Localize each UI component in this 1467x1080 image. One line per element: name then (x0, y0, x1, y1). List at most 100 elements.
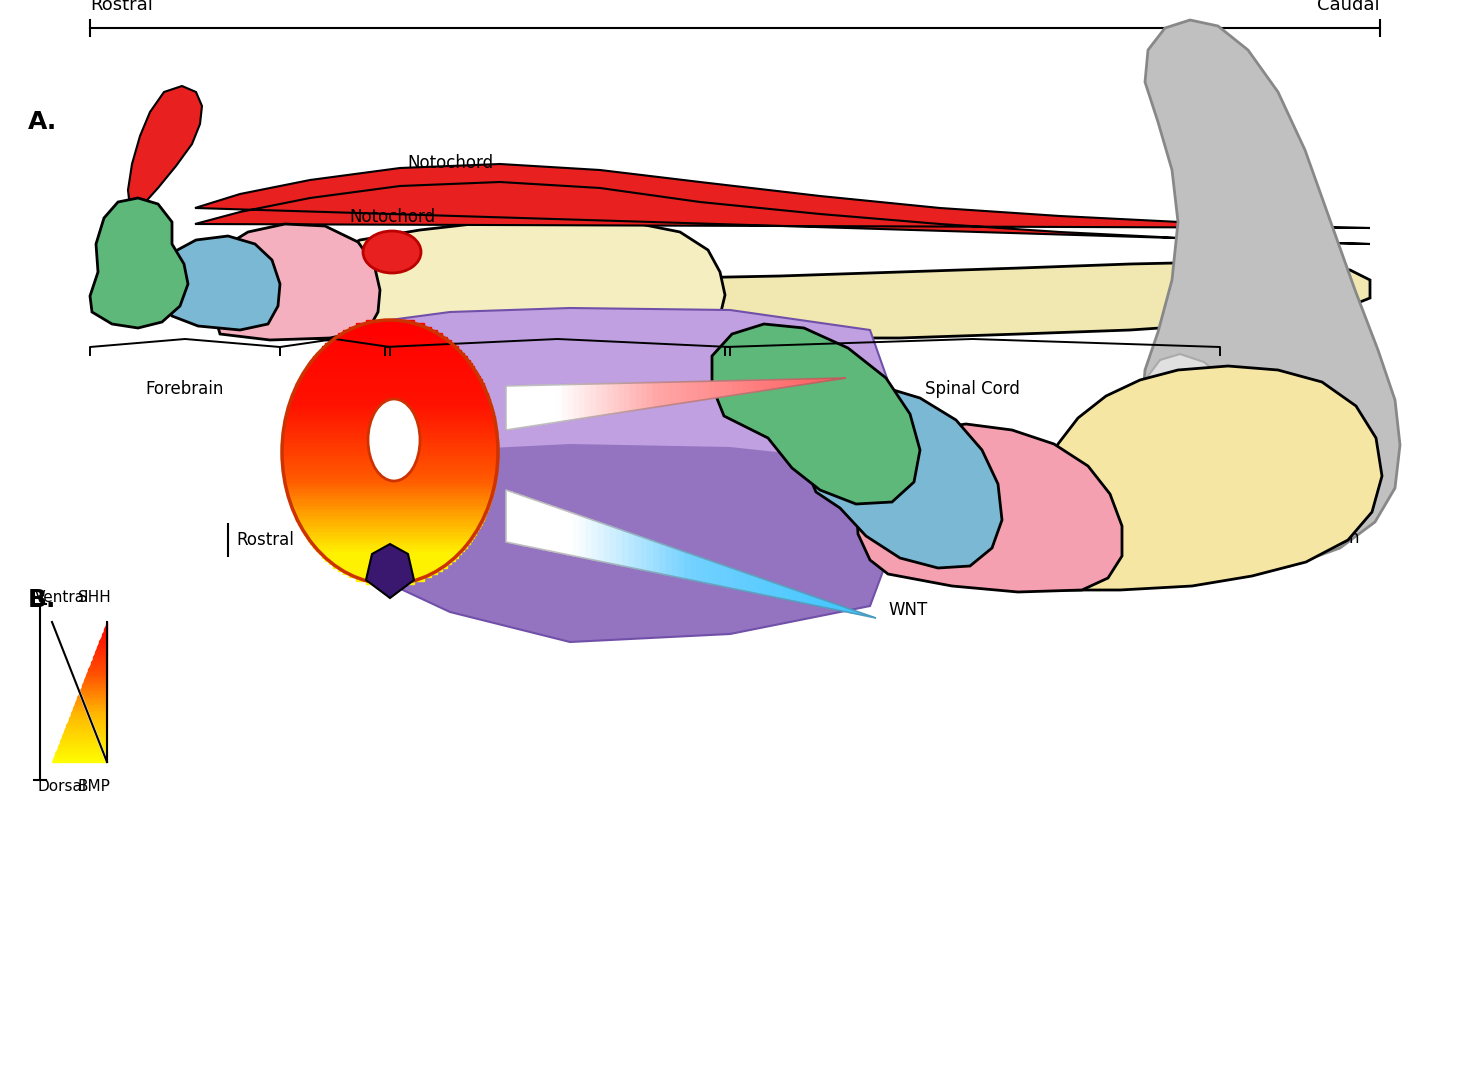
Polygon shape (512, 492, 518, 544)
Polygon shape (283, 432, 497, 435)
Polygon shape (101, 636, 107, 638)
Polygon shape (85, 675, 107, 676)
Polygon shape (635, 535, 641, 570)
Text: A.: A. (28, 110, 57, 134)
Polygon shape (703, 558, 710, 584)
Polygon shape (333, 337, 447, 340)
Polygon shape (70, 713, 107, 715)
Polygon shape (758, 578, 764, 595)
Polygon shape (298, 379, 483, 382)
Polygon shape (318, 551, 462, 554)
Polygon shape (704, 381, 710, 400)
Polygon shape (296, 518, 484, 522)
Polygon shape (88, 670, 107, 671)
Polygon shape (326, 557, 455, 561)
Polygon shape (783, 586, 789, 600)
Polygon shape (679, 550, 685, 579)
Text: Rostral: Rostral (89, 0, 153, 14)
Polygon shape (728, 380, 732, 396)
Polygon shape (804, 386, 1002, 568)
Polygon shape (282, 459, 497, 462)
Polygon shape (78, 693, 107, 696)
Polygon shape (81, 689, 107, 690)
Polygon shape (808, 594, 814, 605)
Polygon shape (304, 531, 477, 535)
Polygon shape (525, 497, 531, 548)
Polygon shape (282, 442, 497, 445)
Polygon shape (59, 743, 107, 744)
Polygon shape (685, 552, 691, 580)
Polygon shape (289, 498, 491, 501)
Text: Rostral: Rostral (236, 531, 293, 549)
Polygon shape (79, 690, 107, 692)
Polygon shape (753, 576, 758, 594)
Polygon shape (833, 603, 839, 610)
Polygon shape (506, 490, 512, 543)
Polygon shape (290, 400, 490, 403)
Polygon shape (329, 561, 450, 564)
Polygon shape (814, 596, 820, 607)
Polygon shape (95, 650, 107, 651)
Polygon shape (154, 237, 280, 330)
Polygon shape (288, 409, 493, 413)
Polygon shape (78, 696, 107, 698)
Polygon shape (587, 517, 593, 559)
Polygon shape (789, 379, 795, 387)
Polygon shape (688, 381, 692, 402)
Polygon shape (282, 438, 497, 442)
Polygon shape (549, 505, 556, 552)
Polygon shape (672, 548, 679, 578)
Polygon shape (698, 381, 704, 401)
Polygon shape (744, 380, 750, 393)
Polygon shape (70, 715, 107, 716)
Polygon shape (741, 571, 747, 592)
Polygon shape (365, 320, 414, 323)
Polygon shape (299, 525, 480, 528)
Polygon shape (829, 378, 835, 380)
Polygon shape (91, 661, 107, 662)
Polygon shape (365, 581, 414, 584)
Polygon shape (311, 360, 469, 363)
Polygon shape (722, 565, 728, 588)
Polygon shape (302, 373, 478, 376)
Polygon shape (57, 748, 107, 750)
Polygon shape (304, 369, 477, 373)
Polygon shape (286, 413, 494, 416)
Polygon shape (537, 501, 543, 550)
Polygon shape (356, 323, 424, 326)
Text: Ventral: Ventral (35, 590, 89, 605)
Polygon shape (734, 569, 741, 590)
Polygon shape (772, 379, 778, 389)
Polygon shape (72, 710, 107, 712)
Polygon shape (60, 741, 107, 743)
Polygon shape (732, 380, 738, 395)
Polygon shape (288, 406, 491, 409)
Polygon shape (349, 575, 431, 578)
Polygon shape (95, 648, 107, 650)
Polygon shape (625, 383, 631, 411)
Polygon shape (643, 382, 647, 409)
Polygon shape (647, 382, 653, 408)
Polygon shape (767, 380, 772, 390)
Text: Telencephalon: Telencephalon (758, 399, 877, 417)
Polygon shape (53, 757, 107, 758)
Polygon shape (337, 334, 442, 337)
Polygon shape (56, 750, 107, 752)
Polygon shape (104, 629, 107, 631)
Polygon shape (1149, 354, 1267, 522)
Polygon shape (65, 729, 107, 730)
Polygon shape (623, 530, 629, 567)
Polygon shape (299, 376, 480, 379)
Polygon shape (91, 662, 107, 664)
Polygon shape (534, 386, 540, 426)
Polygon shape (654, 541, 660, 573)
Polygon shape (795, 379, 801, 386)
Polygon shape (67, 721, 107, 724)
Polygon shape (593, 519, 599, 561)
Polygon shape (857, 424, 1122, 592)
Polygon shape (1045, 366, 1382, 590)
Polygon shape (84, 679, 107, 681)
Polygon shape (295, 515, 486, 518)
Polygon shape (85, 676, 107, 678)
Polygon shape (390, 444, 920, 642)
